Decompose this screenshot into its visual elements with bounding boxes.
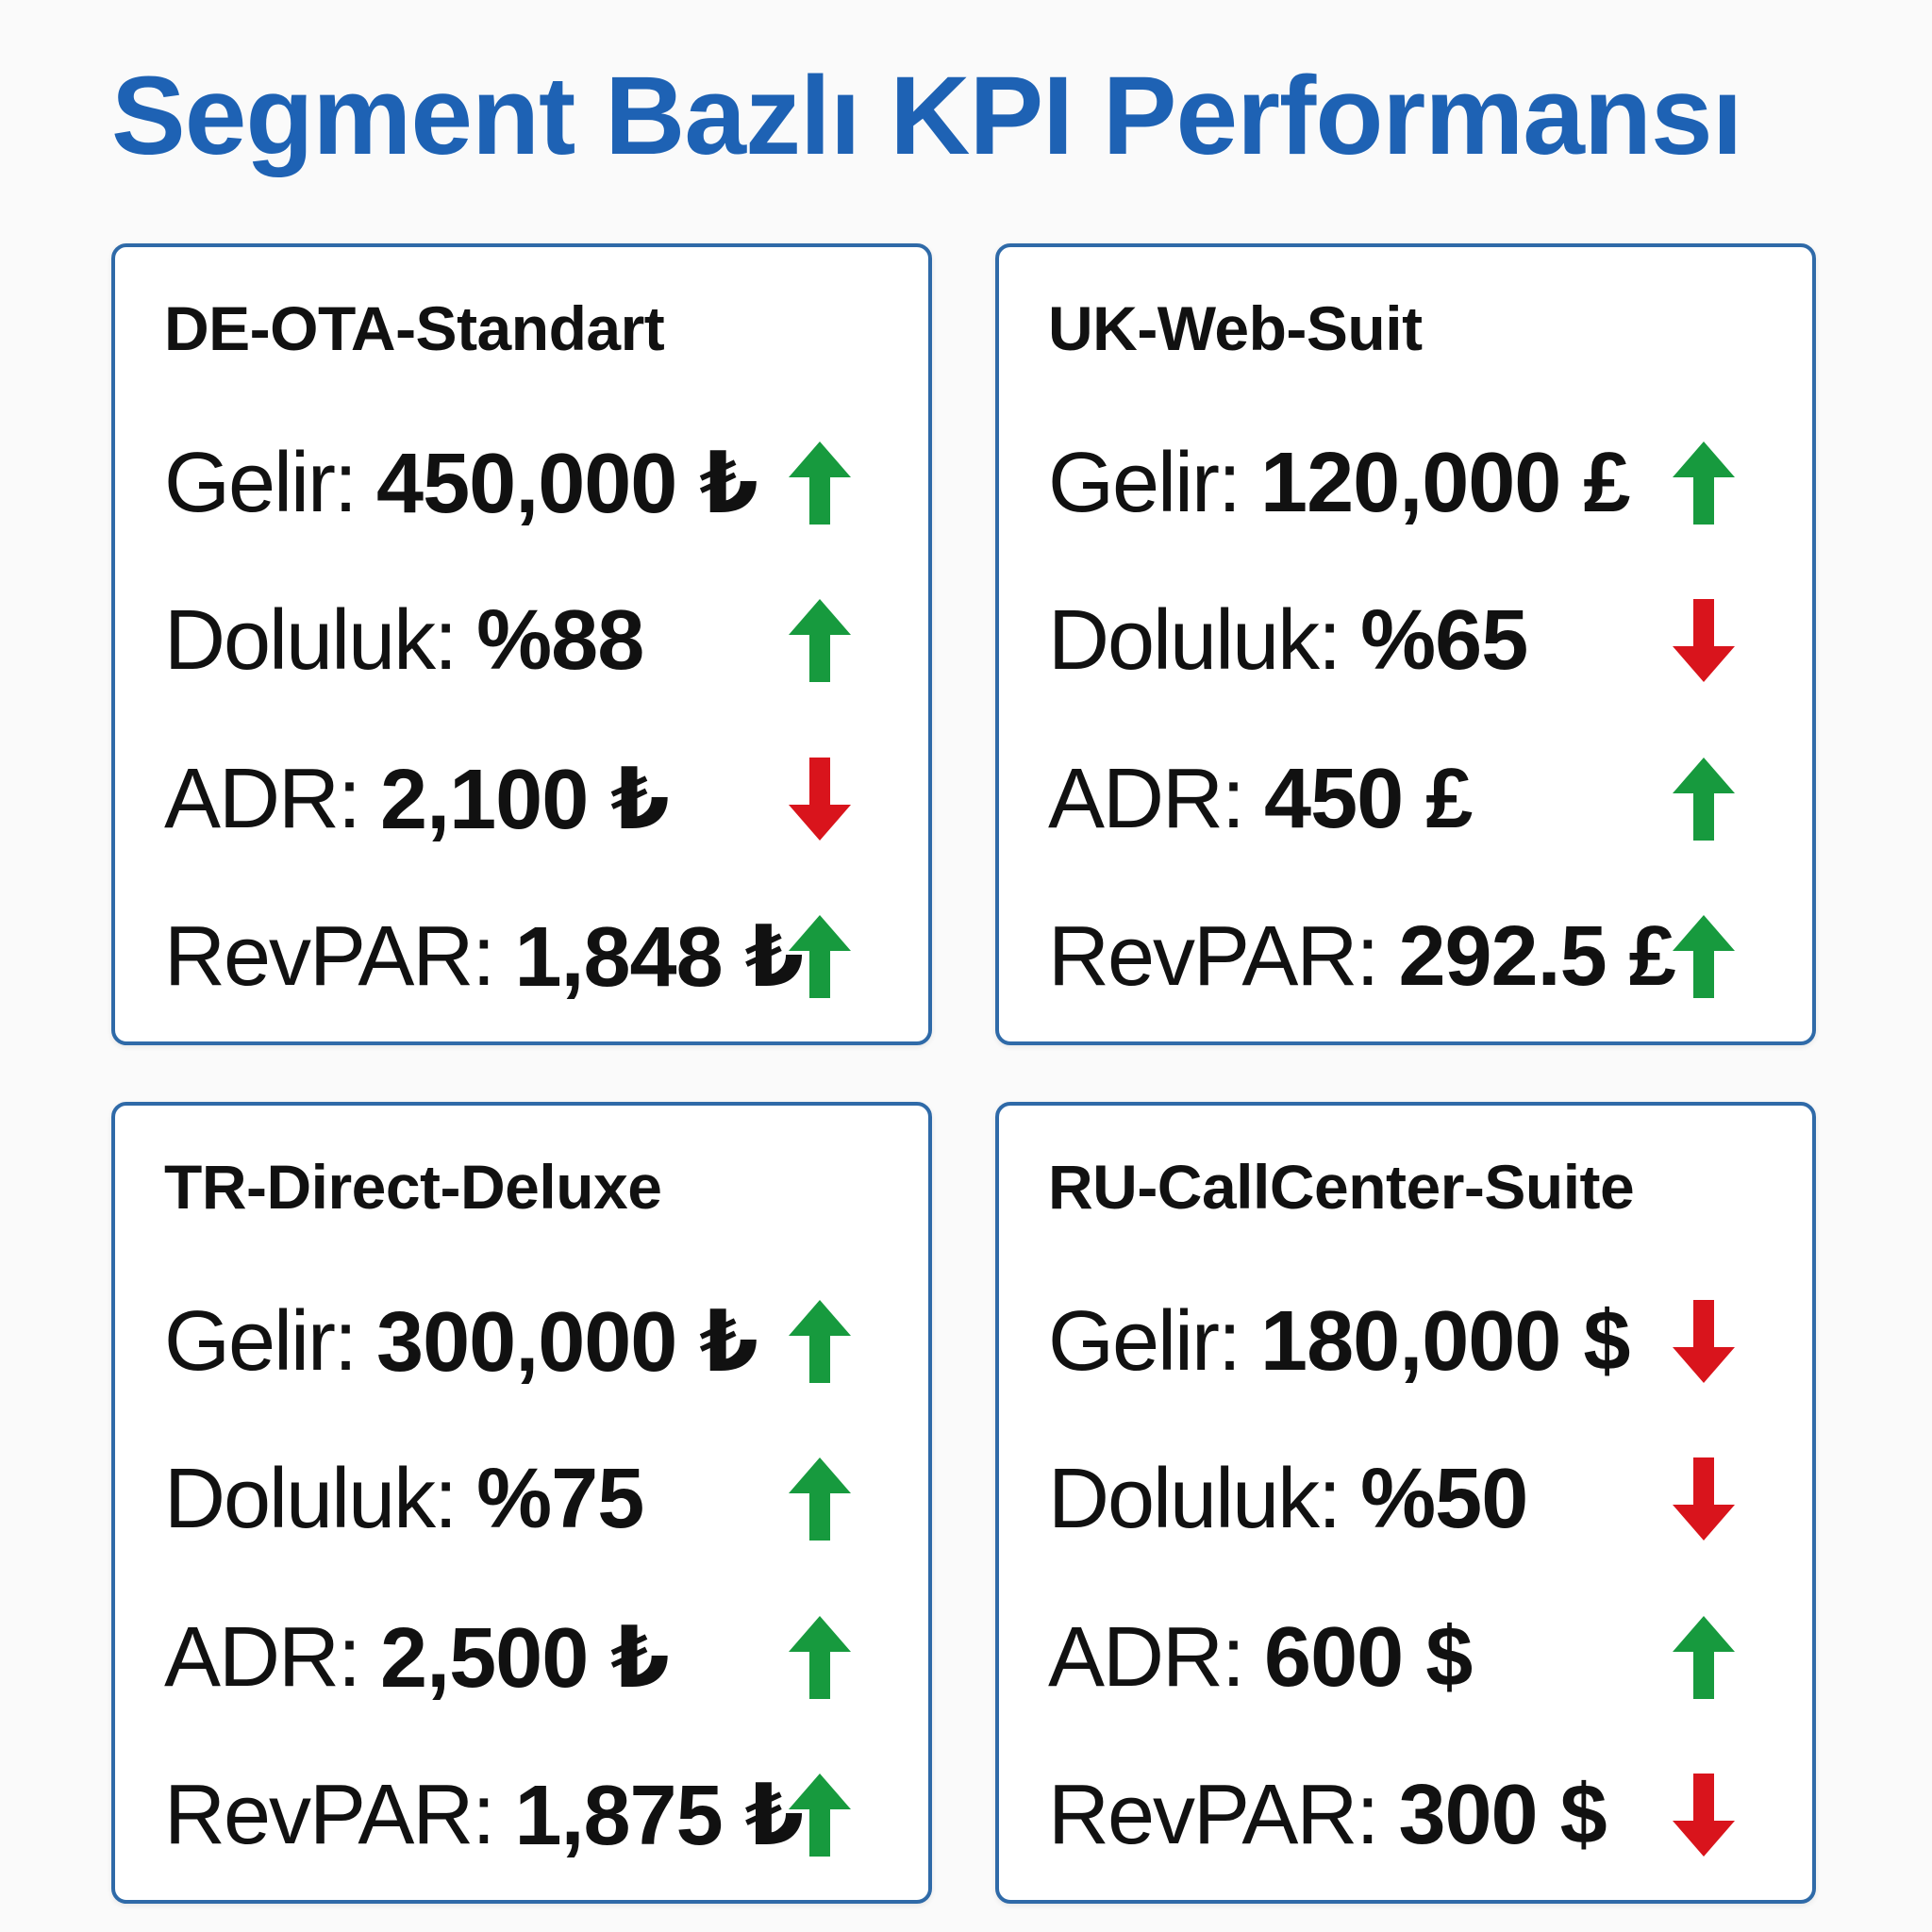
kpi-label: ADR: — [164, 1609, 361, 1705]
arrow-up-icon — [787, 440, 853, 526]
segment-title: TR-Direct-Deluxe — [164, 1152, 662, 1222]
kpi-label: Doluluk: — [1048, 1451, 1341, 1546]
kpi-label: Gelir: — [164, 435, 358, 530]
arrow-up-icon — [787, 1456, 853, 1542]
kpi-row-gelir: Gelir: 120,000 £ — [1048, 431, 1774, 535]
segment-card-0: DE-OTA-Standart Gelir: 450,000 ₺ Doluluk… — [111, 243, 932, 1045]
kpi-label: RevPAR: — [164, 1767, 495, 1862]
kpi-value: 120,000 £ — [1260, 435, 1630, 530]
kpi-row-gelir: Gelir: 180,000 $ — [1048, 1290, 1774, 1393]
kpi-row-adr: ADR: 450 £ — [1048, 747, 1774, 851]
kpi-value: 292.5 £ — [1398, 908, 1675, 1004]
kpi-value: 300 $ — [1398, 1767, 1607, 1862]
kpi-label: RevPAR: — [1048, 1767, 1379, 1862]
kpi-row-gelir: Gelir: 300,000 ₺ — [164, 1290, 891, 1393]
arrow-up-icon — [787, 1614, 853, 1701]
kpi-value: 2,100 ₺ — [380, 752, 670, 847]
arrow-up-icon — [787, 913, 853, 1000]
kpi-value: 450,000 ₺ — [376, 436, 758, 531]
kpi-value: 1,848 ₺ — [514, 909, 804, 1005]
kpi-value: 450 £ — [1264, 751, 1473, 846]
kpi-value: 2,500 ₺ — [380, 1610, 670, 1706]
kpi-value: %65 — [1360, 592, 1528, 688]
arrow-up-icon — [1671, 913, 1737, 1000]
arrow-down-icon — [1671, 1456, 1737, 1542]
segment-card-3: RU-CallCenter-Suite Gelir: 180,000 $ Dol… — [995, 1102, 1816, 1904]
kpi-label: Gelir: — [1048, 1293, 1241, 1389]
kpi-row-revpar: RevPAR: 300 $ — [1048, 1763, 1774, 1867]
kpi-row-doluluk: Doluluk: %75 — [164, 1447, 891, 1551]
kpi-row-revpar: RevPAR: 292.5 £ — [1048, 905, 1774, 1008]
arrow-down-icon — [1671, 1772, 1737, 1858]
arrow-up-icon — [1671, 756, 1737, 842]
kpi-row-adr: ADR: 2,100 ₺ — [164, 747, 891, 851]
kpi-value: %50 — [1360, 1451, 1528, 1546]
segment-card-1: UK-Web-Suit Gelir: 120,000 £ Doluluk: %6… — [995, 243, 1816, 1045]
kpi-row-doluluk: Doluluk: %88 — [164, 589, 891, 692]
kpi-label: Gelir: — [1048, 435, 1241, 530]
kpi-row-adr: ADR: 2,500 ₺ — [164, 1606, 891, 1709]
kpi-label: Doluluk: — [164, 592, 458, 688]
segment-title: DE-OTA-Standart — [164, 293, 665, 363]
kpi-row-gelir: Gelir: 450,000 ₺ — [164, 431, 891, 535]
kpi-value: 1,875 ₺ — [514, 1768, 804, 1863]
kpi-value: 300,000 ₺ — [376, 1294, 758, 1390]
arrow-up-icon — [787, 1772, 853, 1858]
kpi-label: Gelir: — [164, 1293, 358, 1389]
arrow-up-icon — [1671, 1614, 1737, 1701]
kpi-label: ADR: — [164, 751, 361, 846]
kpi-label: ADR: — [1048, 1609, 1245, 1705]
kpi-label: Doluluk: — [1048, 592, 1341, 688]
kpi-row-doluluk: Doluluk: %65 — [1048, 589, 1774, 692]
kpi-row-adr: ADR: 600 $ — [1048, 1606, 1774, 1709]
kpi-row-revpar: RevPAR: 1,848 ₺ — [164, 905, 891, 1008]
segment-card-2: TR-Direct-Deluxe Gelir: 300,000 ₺ Dolulu… — [111, 1102, 932, 1904]
kpi-value: %88 — [476, 592, 644, 688]
kpi-label: RevPAR: — [164, 908, 495, 1004]
segment-title: RU-CallCenter-Suite — [1048, 1152, 1635, 1222]
kpi-value: 600 $ — [1264, 1609, 1473, 1705]
arrow-down-icon — [1671, 1298, 1737, 1385]
arrow-down-icon — [787, 756, 853, 842]
kpi-row-doluluk: Doluluk: %50 — [1048, 1447, 1774, 1551]
kpi-label: RevPAR: — [1048, 908, 1379, 1004]
arrow-down-icon — [1671, 597, 1737, 684]
arrow-up-icon — [1671, 440, 1737, 526]
arrow-up-icon — [787, 1298, 853, 1385]
kpi-row-revpar: RevPAR: 1,875 ₺ — [164, 1763, 891, 1867]
page-title: Segment Bazlı KPI Performansı — [111, 54, 1742, 178]
segment-title: UK-Web-Suit — [1048, 293, 1423, 363]
kpi-value: 180,000 $ — [1260, 1293, 1630, 1389]
kpi-label: Doluluk: — [164, 1451, 458, 1546]
kpi-value: %75 — [476, 1451, 644, 1546]
kpi-label: ADR: — [1048, 751, 1245, 846]
arrow-up-icon — [787, 597, 853, 684]
